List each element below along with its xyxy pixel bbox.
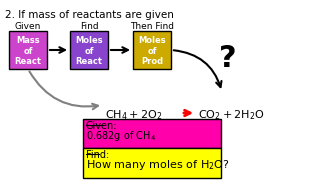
Text: Moles
of
React: Moles of React: [75, 36, 103, 66]
Text: Moles
of
Prod: Moles of Prod: [138, 36, 166, 66]
FancyBboxPatch shape: [83, 119, 221, 148]
Text: 2. If mass of reactants are given: 2. If mass of reactants are given: [5, 10, 174, 20]
Text: Given:: Given:: [86, 121, 117, 131]
Text: Mass
of
React: Mass of React: [14, 36, 42, 66]
FancyBboxPatch shape: [9, 31, 47, 69]
Text: $\mathregular{How\ many\ moles\ of\ H_2O?}$: $\mathregular{How\ many\ moles\ of\ H_2O…: [86, 158, 230, 172]
Text: $\mathregular{CH_4 + 2O_2}$: $\mathregular{CH_4 + 2O_2}$: [105, 108, 162, 122]
Text: ?: ?: [219, 44, 237, 73]
Text: Find:: Find:: [86, 150, 109, 160]
FancyBboxPatch shape: [83, 148, 221, 178]
FancyBboxPatch shape: [70, 31, 108, 69]
Text: Then Find: Then Find: [130, 22, 174, 31]
Text: $\mathregular{CO_2 + 2H_2O}$: $\mathregular{CO_2 + 2H_2O}$: [198, 108, 264, 122]
FancyBboxPatch shape: [133, 31, 171, 69]
Text: Given: Given: [15, 22, 41, 31]
Text: $\mathregular{0.682g\ of\ CH_4}$: $\mathregular{0.682g\ of\ CH_4}$: [86, 129, 156, 143]
Text: Find: Find: [80, 22, 98, 31]
